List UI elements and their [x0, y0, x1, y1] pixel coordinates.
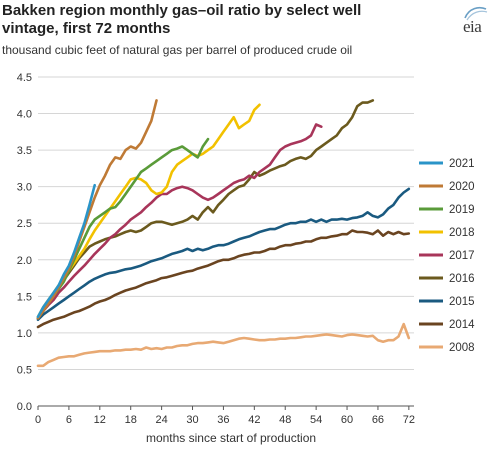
- x-tick-label: 42: [248, 414, 260, 426]
- x-tick-label: 0: [35, 414, 41, 426]
- y-tick-label: 0.5: [17, 364, 32, 376]
- legend: 2021 2020 2019 2018 2017 2016 2015 2014 2008: [419, 158, 475, 354]
- y-axis-ticks: 0.0 0.5 1.0 1.5 2.0 2.5 3.0 3.5 4.0 4.5: [17, 72, 32, 413]
- grid-lines: [38, 76, 414, 370]
- series-line-2021: [36, 183, 96, 319]
- x-tick-label: 18: [125, 414, 137, 426]
- legend-label-2019: 2019: [449, 204, 475, 216]
- legend-label-2021: 2021: [449, 158, 475, 170]
- legend-label-2015: 2015: [449, 296, 475, 308]
- series-line-2017: [36, 123, 323, 320]
- x-tick-label: 72: [403, 414, 415, 426]
- series-line-2008: [36, 322, 411, 368]
- series-line-2015: [36, 187, 411, 321]
- chart-subtitle: thousand cubic feet of natural gas per b…: [2, 43, 353, 57]
- series-line-2020: [36, 99, 158, 320]
- eia-logo: eia: [459, 4, 489, 38]
- y-tick-label: 1.5: [17, 291, 32, 303]
- x-tick-label: 54: [310, 414, 322, 426]
- eia-logo-text: eia: [463, 17, 482, 36]
- series-line-2018: [36, 103, 261, 319]
- x-tick-label: 12: [94, 414, 106, 426]
- y-tick-label: 4.5: [17, 72, 32, 84]
- series-line-2016: [36, 99, 375, 320]
- x-tick-label: 6: [66, 414, 72, 426]
- y-tick-label: 2.0: [17, 255, 32, 267]
- legend-label-2008: 2008: [449, 342, 475, 354]
- legend-label-2016: 2016: [449, 273, 475, 285]
- y-tick-label: 1.0: [17, 328, 32, 340]
- legend-label-2014: 2014: [449, 319, 475, 331]
- series-lines: [36, 99, 411, 368]
- x-tick-label: 30: [186, 414, 198, 426]
- chart-title: Bakken region monthly gas–oil ratio by s…: [2, 2, 362, 37]
- x-tick-label: 24: [155, 414, 167, 426]
- y-tick-label: 3.5: [17, 145, 32, 157]
- y-tick-label: 2.5: [17, 218, 32, 230]
- legend-label-2018: 2018: [449, 227, 475, 239]
- y-tick-label: 4.0: [17, 109, 32, 121]
- series-line-2014: [36, 229, 411, 329]
- y-tick-label: 0.0: [17, 401, 32, 413]
- x-tick-label: 36: [217, 414, 229, 426]
- legend-label-2020: 2020: [449, 181, 475, 193]
- x-tick-label: 48: [279, 414, 291, 426]
- x-tick-label: 60: [341, 414, 353, 426]
- series-line-2019: [36, 137, 210, 320]
- y-tick-label: 3.0: [17, 182, 32, 194]
- eia-logo-swoosh-icon: [464, 6, 488, 21]
- x-tick-label: 66: [372, 414, 384, 426]
- x-axis-ticks: 0 6 12 18 24 30 36 42 48 54 60 66 72: [35, 406, 415, 426]
- legend-label-2017: 2017: [449, 250, 475, 262]
- x-axis-title: months since start of production: [146, 431, 316, 445]
